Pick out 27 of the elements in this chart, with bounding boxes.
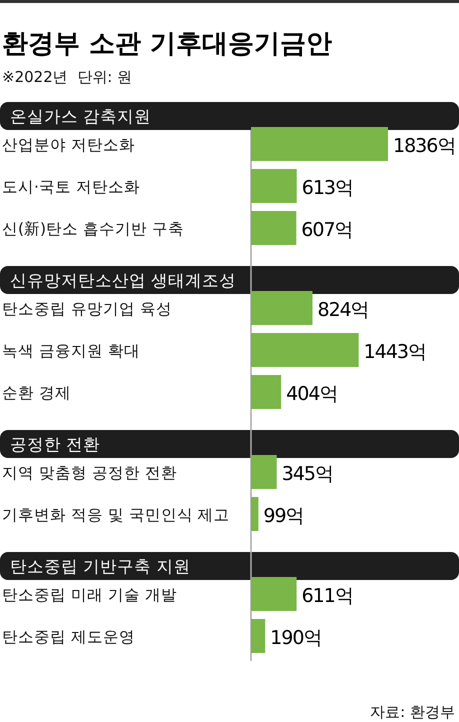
- y-tick-label: 순환 경제: [2, 384, 71, 402]
- data-label: 611억: [302, 585, 353, 607]
- y-tick-label: 도시·국토 저탄소화: [2, 178, 140, 196]
- data-label: 613억: [302, 177, 354, 199]
- y-tick-label: 신(新)탄소 흡수기반 구축: [2, 220, 184, 238]
- section-banner: 온실가스 감축지원: [0, 102, 459, 130]
- data-label: 345억: [282, 463, 334, 485]
- y-tick-label: 기후변화 적응 및 국민인식 제고: [2, 506, 230, 524]
- data-label: 190억: [270, 627, 322, 649]
- data-label: 607억: [301, 219, 353, 241]
- data-label: 1836억: [393, 135, 456, 157]
- y-tick-label: 탄소중립 유망기업 육성: [2, 300, 172, 318]
- text: ※2022년 단위: 원: [2, 68, 132, 86]
- section-banner: 탄소중립 기반구축 지원: [0, 552, 459, 580]
- section-banner: 공정한 전환: [0, 430, 459, 458]
- data-label: 99억: [263, 505, 304, 527]
- y-tick-label: 지역 맞춤형 공정한 전환: [2, 464, 177, 482]
- chart-title: 환경부 소관 기후대응기금안: [2, 29, 332, 59]
- section-banner: 신유망저탄소산업 생태계조성: [0, 266, 459, 294]
- data-label: 404억: [286, 383, 338, 405]
- y-tick-label: 녹색 금융지원 확대: [2, 342, 140, 360]
- y-tick-label: 탄소중립 제도운영: [2, 628, 135, 646]
- data-label: 1443억: [364, 341, 426, 363]
- y-tick-label: 산업분야 저탄소화: [2, 136, 135, 154]
- text: 자료: 환경부: [370, 703, 455, 721]
- y-tick-label: 탄소중립 미래 기술 개발: [2, 586, 177, 604]
- data-label: 824억: [317, 299, 369, 321]
